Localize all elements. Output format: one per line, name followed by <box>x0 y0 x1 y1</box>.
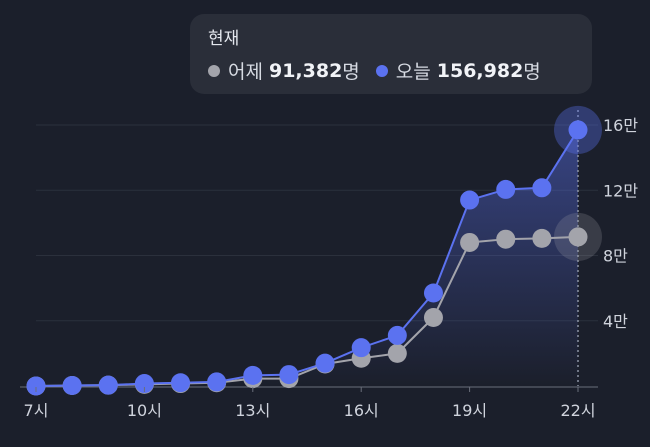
y-axis-ticks: 4만 8만 12만 16만 <box>603 116 638 331</box>
today-point-7 <box>26 376 46 396</box>
yesterday-label: 어제 <box>228 61 263 83</box>
today-area-fill <box>36 129 578 387</box>
x-tick-label: 13시 <box>235 401 270 420</box>
today-point-14 <box>279 365 299 385</box>
today-point-15 <box>315 353 335 373</box>
today-series-line <box>35 129 579 387</box>
today-label: 오늘 <box>395 61 431 83</box>
today-point-20 <box>496 179 516 199</box>
today-point-17 <box>387 325 407 345</box>
series-lines <box>35 129 579 387</box>
today-point-8 <box>62 376 82 396</box>
x-tick-label: 10시 <box>127 401 162 420</box>
y-tick-label: 16만 <box>603 116 638 135</box>
yesterday-dot-icon <box>208 64 220 77</box>
yesterday-point-17 <box>387 343 407 363</box>
yesterday-point-20 <box>496 229 516 249</box>
current-tooltip: 현재 어제 91,382 명 오늘 156,982 명 <box>190 14 592 94</box>
x-axis-ticks: 7시 10시 13시 16시 19시 22시 <box>24 387 596 420</box>
y-tick-label: 12만 <box>603 181 638 200</box>
today-point-11 <box>171 373 191 393</box>
x-tick-label: 7시 <box>24 401 49 420</box>
today-point-9 <box>98 375 118 395</box>
yesterday-point-22 <box>568 227 588 247</box>
today-value: 156,982 <box>436 59 524 82</box>
yesterday-point-18 <box>423 307 443 327</box>
y-tick-label: 8만 <box>603 247 628 266</box>
today-point-12 <box>207 372 227 392</box>
tooltip-title: 현재 <box>208 29 240 49</box>
today-point-10 <box>134 374 154 394</box>
x-tick-label: 22시 <box>560 401 595 420</box>
today-unit: 명 <box>523 61 541 83</box>
y-tick-label: 4만 <box>603 312 628 331</box>
today-point-21 <box>532 178 552 198</box>
today-area <box>36 129 578 387</box>
today-point-13 <box>243 365 263 385</box>
today-point-19 <box>460 190 480 210</box>
yesterday-value: 91,382 <box>268 59 343 82</box>
tooltip-legend: 어제 91,382 명 오늘 156,982 명 <box>208 57 574 84</box>
x-tick-label: 16시 <box>344 401 379 420</box>
yesterday-point-21 <box>532 228 552 248</box>
yesterday-unit: 명 <box>342 61 360 83</box>
today-point-18 <box>423 283 443 303</box>
today-dot-icon <box>375 64 388 77</box>
x-tick-label: 19시 <box>452 401 487 420</box>
data-points <box>26 120 588 396</box>
today-point-16 <box>351 338 371 358</box>
yesterday-point-19 <box>460 232 480 252</box>
today-point-22 <box>568 120 588 140</box>
